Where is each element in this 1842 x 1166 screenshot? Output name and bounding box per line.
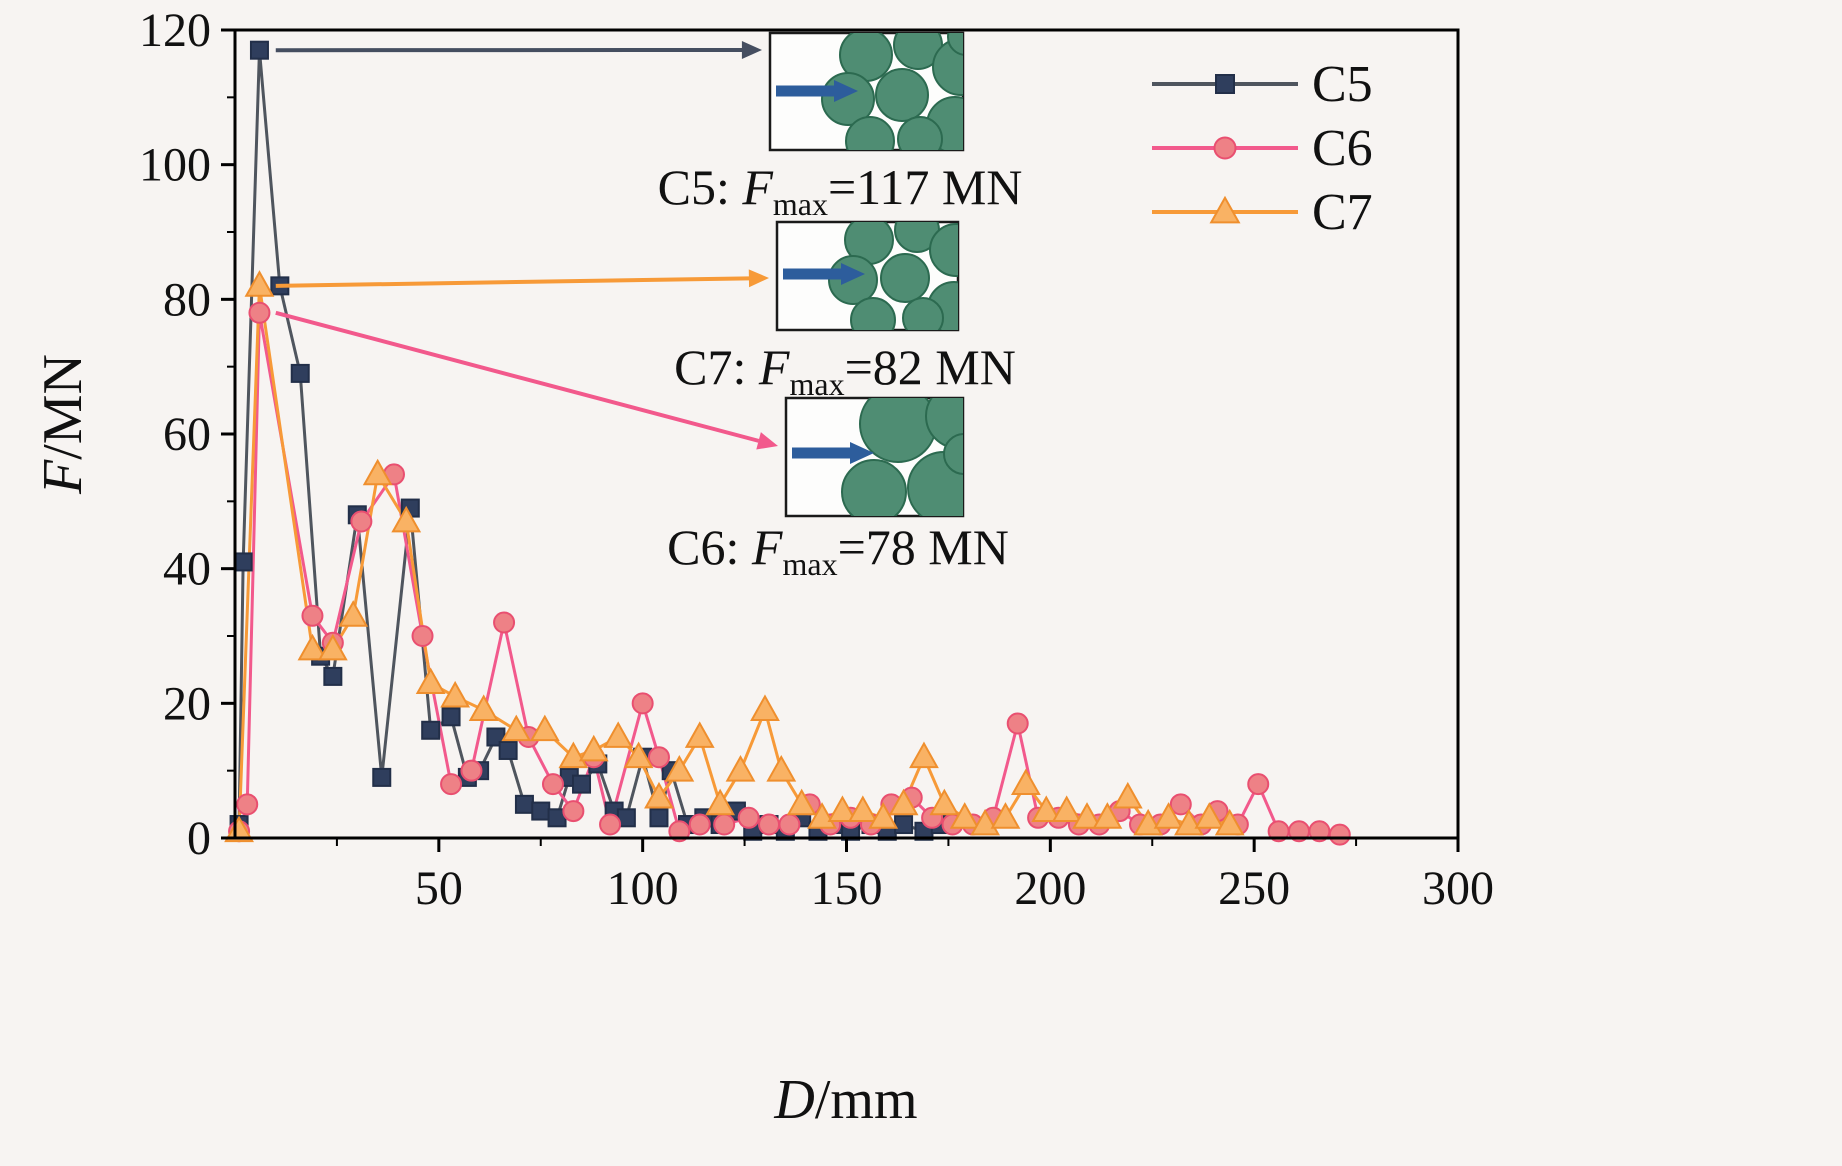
y-tick-label: 80 [163, 273, 211, 326]
y-tick-label: 120 [139, 4, 211, 57]
axes: 50 100 150 200 250 300 0 20 40 60 80 100 120 [139, 4, 1494, 915]
y-tick-label: 40 [163, 543, 211, 596]
series-markers-c6 [228, 301, 1351, 846]
legend-label-c6: C6 [1312, 119, 1373, 177]
annotation-value: =78 MN [837, 519, 1009, 575]
annotation-c6-fmax: C6: Fmax=78 MN [667, 518, 1009, 583]
inset-c5 [768, 31, 965, 152]
annotation-prefix: C6: [667, 519, 752, 575]
annotation-prefix: C7: [674, 339, 759, 395]
annotation-prefix: C5: [657, 159, 743, 215]
x-tick-label: 250 [1218, 862, 1290, 915]
legend-item-c5: C5 [1150, 52, 1373, 116]
annotation-value: =82 MN [844, 339, 1016, 395]
annotation-subscript: max [789, 366, 845, 402]
legend-item-c6: C6 [1150, 116, 1373, 180]
legend-key-c7-icon [1152, 195, 1298, 224]
y-tick-label: 20 [163, 677, 211, 730]
annotation-arrow [275, 310, 778, 450]
legend-label-c7: C7 [1312, 183, 1373, 241]
annotation-fsymbol: F [758, 339, 790, 395]
annotation-subscript: max [782, 546, 838, 582]
x-axis-symbol: D [774, 1069, 815, 1131]
annotation-c7-fmax: C7: Fmax=82 MN [674, 338, 1016, 403]
annotation-c5-fmax: C5: Fmax=117 MN [658, 158, 1023, 223]
x-tick-label: 150 [811, 862, 883, 915]
y-axis-unit: /MN [32, 354, 94, 460]
y-axis-symbol: F [32, 459, 94, 495]
annotation-value: =117 MN [827, 159, 1023, 215]
legend-key-c5-icon [1152, 74, 1298, 94]
x-tick-label: 200 [1014, 862, 1086, 915]
annotation-subscript: max [772, 186, 828, 222]
x-tick-label: 100 [607, 862, 679, 915]
annotation-fsymbol: F [751, 519, 783, 575]
legend-label-c5: C5 [1312, 55, 1373, 113]
y-tick-label: 0 [187, 812, 211, 865]
y-axis-title: F/MN [31, 269, 95, 579]
legend-key-c6-icon [1152, 136, 1298, 160]
y-tick-label: 60 [163, 408, 211, 461]
x-tick-label: 300 [1422, 862, 1494, 915]
legend-item-c7: C7 [1150, 180, 1373, 244]
annotation-fsymbol: F [742, 159, 773, 215]
x-axis-title: D/mm [646, 1068, 1046, 1132]
x-tick-label: 50 [415, 862, 463, 915]
annotation-arrow [275, 41, 762, 59]
inset-c6 [784, 396, 965, 518]
inset-c7 [775, 220, 960, 332]
y-tick-label: 100 [139, 139, 211, 192]
x-axis-unit: /mm [814, 1069, 918, 1131]
series-markers-c7 [224, 270, 1245, 843]
legend: C5 C6 C7 [1150, 52, 1373, 244]
annotation-arrow [275, 269, 769, 288]
